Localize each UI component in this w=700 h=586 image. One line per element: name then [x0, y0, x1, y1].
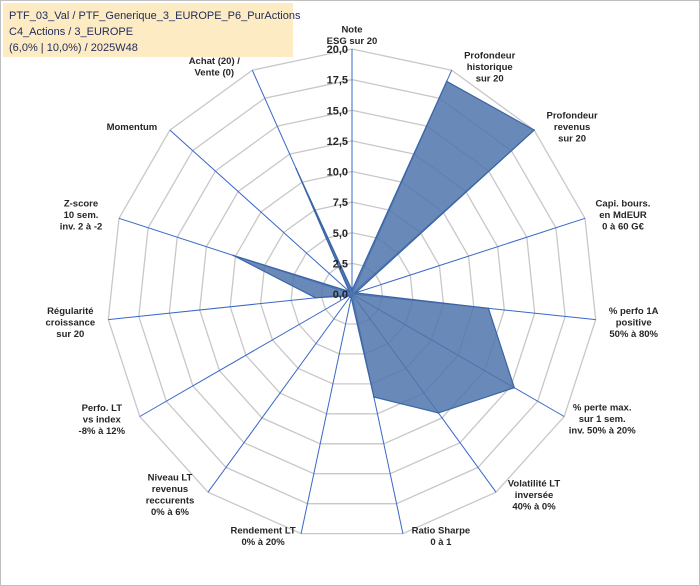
axis-label: 0 à 1	[430, 537, 452, 548]
axis-label: Perfo. LT	[82, 403, 123, 414]
axis-label: Note	[341, 25, 362, 36]
grid-ring	[138, 78, 566, 505]
data-area	[232, 80, 536, 414]
axis-label: croissance	[45, 317, 95, 328]
axis-label: 0 à 60 G€	[602, 222, 644, 233]
data-point	[373, 396, 375, 398]
axis-label: Achat (20) /	[189, 56, 241, 67]
axis-spoke	[300, 293, 353, 534]
axis-label: Rendement LT	[230, 526, 295, 537]
axis-label: revenus	[554, 122, 590, 133]
axis-label: Vente (0)	[194, 68, 234, 79]
axis-spoke	[108, 293, 353, 321]
data-point	[348, 295, 350, 297]
axis-spoke	[207, 293, 353, 493]
axis-label: % perte max.	[573, 403, 632, 414]
axis-label: historique	[467, 62, 513, 73]
axis-spoke	[169, 129, 353, 295]
axis-label: Niveau LT	[148, 473, 193, 484]
r-tick-label: 12,5	[327, 136, 348, 148]
data-point	[487, 307, 490, 310]
axis-label: Z-score	[64, 199, 98, 210]
data-point	[295, 167, 298, 170]
chart-title-box: PTF_03_Val / PTF_Generique_3_EUROPE_P6_P…	[3, 3, 300, 57]
data-point	[533, 129, 535, 131]
chart-title-line-1: PTF_03_Val / PTF_Generique_3_EUROPE_P6_P…	[9, 10, 301, 22]
axis-label: 0% à 20%	[241, 537, 285, 548]
axis-label: Volatilité LT	[508, 479, 561, 490]
axis-label: vs index	[83, 414, 122, 425]
data-point	[513, 386, 516, 389]
axis-label: reccurents	[146, 496, 195, 507]
data-point	[445, 80, 448, 83]
axis-label: inv. 50% à 20%	[569, 426, 636, 437]
axis-spoke	[351, 217, 586, 295]
grid-ring	[168, 109, 536, 475]
axis-label: en MdEUR	[599, 210, 647, 221]
data-point	[232, 254, 234, 257]
axis-label: Régularité	[47, 306, 93, 317]
r-tick-label: 5,0	[333, 228, 348, 240]
axis-label: Profondeur	[546, 110, 597, 121]
grid-ring	[107, 48, 597, 535]
r-tick-label: 20,0	[327, 44, 348, 56]
axis-label: Capi. bours.	[596, 199, 651, 210]
data-point	[349, 296, 351, 298]
data-point	[354, 292, 357, 294]
axis-spoke	[139, 293, 353, 417]
grid-ring	[290, 232, 414, 355]
data-point	[437, 412, 440, 414]
axis-label: ESG sur 20	[327, 36, 378, 47]
data-point	[351, 289, 353, 292]
axis-label: 10 sem.	[64, 210, 99, 221]
axis-label: Momentum	[107, 122, 158, 133]
data-point	[314, 297, 317, 299]
axis-label: % perfo 1A	[609, 306, 659, 317]
axis-label: inv. 2 à -2	[60, 222, 103, 233]
data-point	[350, 296, 353, 299]
axis-label: sur 20	[558, 133, 586, 144]
axis-label: Ratio Sharpe	[412, 526, 471, 537]
r-tick-label: 15,0	[327, 105, 348, 117]
chart-title-line-2: C4_Actions / 3_EUROPE	[9, 26, 134, 38]
axis-label: -8% à 12%	[79, 426, 126, 437]
axis-label: 50% à 80%	[609, 329, 658, 340]
r-tick-label: 0,0	[333, 289, 348, 301]
axis-label: inversée	[515, 490, 554, 501]
axis-label: sur 1 sem.	[579, 414, 626, 425]
chart-title-line-3: (6,0% | 10,0%) / 2025W48	[9, 42, 138, 54]
grid-ring	[320, 262, 384, 325]
r-tick-label: 10,0	[327, 167, 348, 179]
axis-label: 40% à 0%	[512, 502, 556, 513]
grid-ring	[259, 201, 445, 385]
axis-label: revenus	[152, 484, 188, 495]
axis-label: sur 20	[56, 329, 84, 340]
grid-ring	[229, 170, 475, 415]
axis-label: positive	[616, 317, 652, 328]
r-tick-label: 7,5	[333, 197, 348, 209]
data-point	[348, 290, 351, 293]
r-tick-label: 2,5	[333, 258, 348, 270]
axis-label: Profondeur	[464, 50, 515, 61]
grid-ring	[199, 140, 505, 445]
axis-label: sur 20	[476, 73, 504, 84]
r-tick-label: 17,5	[327, 75, 348, 87]
axis-label: 0% à 6%	[151, 507, 190, 518]
